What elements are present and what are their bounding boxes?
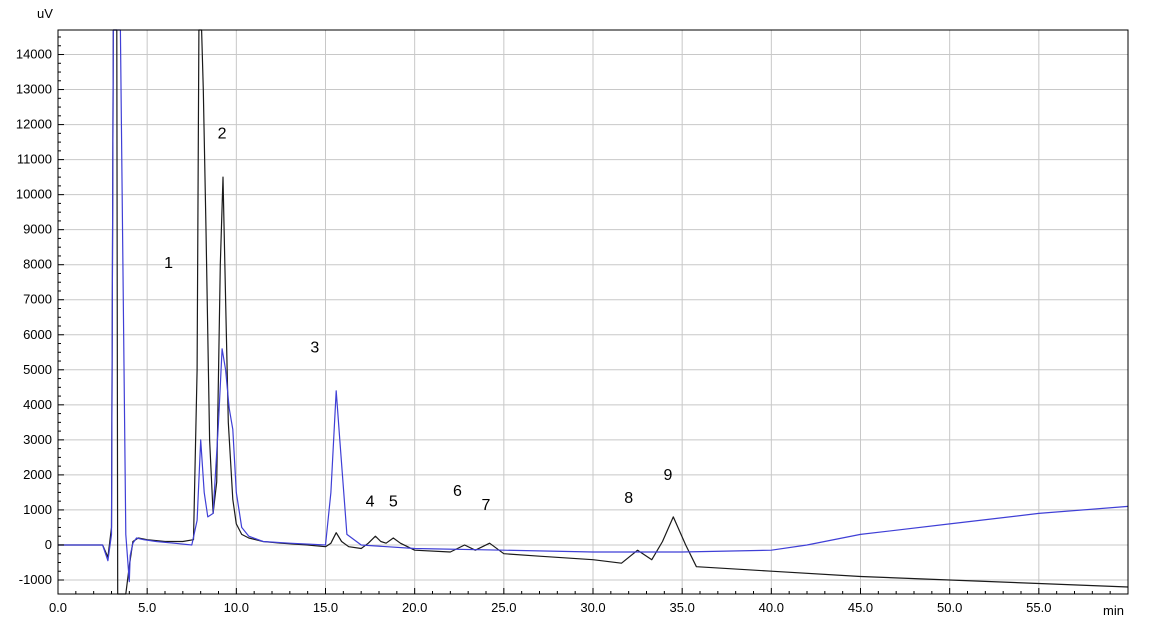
y-tick-label: 9000 xyxy=(23,222,52,237)
peak-label: 3 xyxy=(310,339,319,356)
y-tick-label: 13000 xyxy=(16,82,52,97)
x-tick-label: 40.0 xyxy=(759,600,784,615)
chromatogram-trace-2 xyxy=(58,29,1129,583)
x-tick-label: 20.0 xyxy=(402,600,427,615)
peak-label: 6 xyxy=(453,483,462,500)
x-unit-label: min xyxy=(1103,603,1124,618)
y-tick-label: 1000 xyxy=(23,502,52,517)
peak-label: 5 xyxy=(389,493,398,510)
x-tick-label: 50.0 xyxy=(937,600,962,615)
x-tick-label: 15.0 xyxy=(313,600,338,615)
peak-label: 4 xyxy=(366,493,375,510)
x-tick-label: 10.0 xyxy=(224,600,249,615)
series-layer xyxy=(58,29,1129,595)
peak-label-layer: 1 2 3 4 5 6 7 8 9 xyxy=(164,126,672,514)
y-tick-label: 4000 xyxy=(23,397,52,412)
peak-label: 8 xyxy=(624,490,633,507)
y-tick-label: 7000 xyxy=(23,292,52,307)
y-tick-label: -1000 xyxy=(19,572,52,587)
y-tick-label: 10000 xyxy=(16,187,52,202)
x-tick-label: 30.0 xyxy=(580,600,605,615)
x-tick-label: 55.0 xyxy=(1026,600,1051,615)
y-tick-label: 11000 xyxy=(17,152,52,167)
y-tick-label: 14000 xyxy=(16,47,52,62)
y-tick-label: 0 xyxy=(45,537,52,552)
x-tick-label: 35.0 xyxy=(670,600,695,615)
peak-label: 7 xyxy=(482,497,491,514)
peak-label: 9 xyxy=(663,467,672,484)
peak-label: 2 xyxy=(218,126,227,143)
y-unit-label: uV xyxy=(37,6,53,21)
x-tick-label: 5.0 xyxy=(138,600,156,615)
x-tick-label: 45.0 xyxy=(848,600,873,615)
peak-label: 1 xyxy=(164,255,173,272)
y-tick-label: 5000 xyxy=(23,362,52,377)
y-tick-label: 12000 xyxy=(16,117,52,132)
x-tick-label: 0.0 xyxy=(49,600,67,615)
y-tick-label: 2000 xyxy=(23,467,52,482)
y-tick-label: 3000 xyxy=(23,432,52,447)
y-tick-label: 8000 xyxy=(23,257,52,272)
tick-layer: 0.0 5.0 10.0 15.0 20.0 25.0 30.0 35.0 40.0 45.0 50… xyxy=(16,36,1129,615)
x-tick-label: 25.0 xyxy=(491,600,516,615)
y-tick-label: 6000 xyxy=(23,327,52,342)
grid-layer xyxy=(58,30,1128,594)
